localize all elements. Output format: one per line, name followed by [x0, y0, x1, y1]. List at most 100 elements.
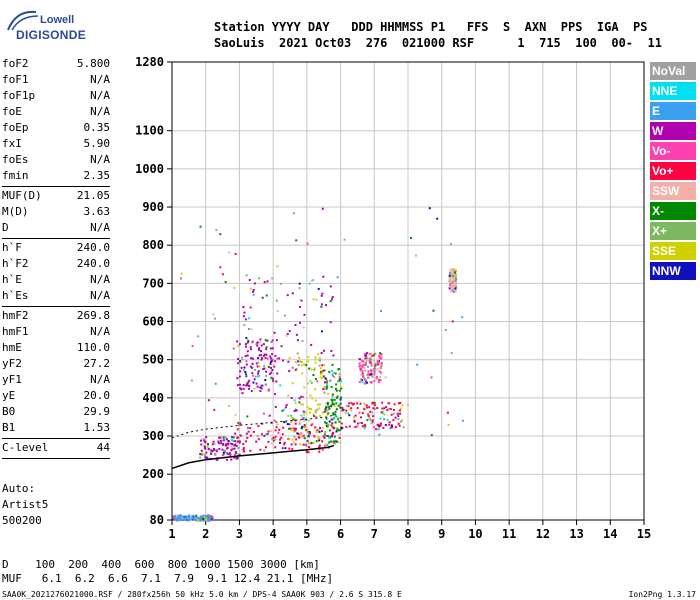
- echo-point: [249, 427, 252, 430]
- echo-point: [234, 440, 237, 443]
- echo-point: [233, 453, 236, 456]
- echo-point: [379, 366, 382, 369]
- echo-point: [295, 438, 298, 441]
- echo-point: [222, 454, 225, 457]
- echo-point: [249, 287, 252, 290]
- echo-point: [338, 436, 341, 439]
- echo-point: [253, 368, 256, 371]
- y-tick-label: 900: [142, 200, 164, 214]
- echo-point: [379, 357, 382, 360]
- echo-point: [270, 341, 273, 344]
- echo-point: [241, 356, 244, 359]
- echo-point: [378, 370, 381, 373]
- echo-point: [375, 428, 378, 431]
- echo-point: [259, 390, 262, 393]
- param-name: h`F2: [2, 257, 29, 270]
- echo-point: [386, 418, 389, 421]
- echo-point: [313, 435, 316, 438]
- echo-point: [286, 332, 289, 335]
- echo-point: [275, 380, 278, 383]
- echo-point: [291, 416, 294, 419]
- param-value: 240.0: [76, 241, 110, 254]
- echo-point: [383, 413, 386, 416]
- y-tick-label: 600: [142, 315, 164, 329]
- echo-point: [324, 430, 327, 433]
- echo-point: [208, 519, 211, 522]
- echo-point: [451, 283, 454, 286]
- param-name: foF2: [2, 57, 29, 70]
- echo-point: [225, 452, 228, 455]
- echo-point: [325, 385, 328, 388]
- param-value: 1.53: [83, 421, 111, 434]
- echo-point: [318, 445, 321, 448]
- echo-point: [239, 423, 242, 426]
- echo-point: [361, 370, 364, 373]
- param-name: B0: [2, 405, 16, 418]
- echo-point: [393, 403, 396, 406]
- echo-point: [258, 354, 261, 357]
- echo-point: [324, 381, 327, 384]
- echo-point: [372, 369, 375, 372]
- echo-point: [299, 305, 302, 308]
- echo-point: [281, 447, 284, 450]
- echo-point: [290, 428, 293, 431]
- echo-point: [286, 294, 289, 297]
- echo-point: [210, 515, 213, 518]
- echo-point: [191, 517, 194, 520]
- echo-point: [306, 242, 309, 245]
- scaled-parameters-panel: foF2 5.800 foF1 N/A foF1p N/A foE N/A foEp 0.35 fx…: [2, 56, 110, 460]
- echo-point: [326, 409, 329, 412]
- echo-point: [350, 409, 353, 412]
- echo-point: [335, 396, 338, 399]
- echo-point: [317, 437, 320, 440]
- echo-point: [276, 372, 279, 375]
- echo-point: [331, 435, 334, 438]
- logo-line2: DIGISONDE: [16, 28, 87, 42]
- echo-point: [299, 433, 302, 436]
- echo-point: [291, 292, 294, 295]
- echo-point: [301, 425, 304, 428]
- param-name: hmF2: [2, 309, 29, 322]
- y-tick-label: 400: [142, 391, 164, 405]
- echo-point: [294, 368, 297, 371]
- echo-point: [299, 360, 302, 363]
- echo-point: [277, 431, 280, 434]
- echo-point: [416, 363, 419, 366]
- param-value: N/A: [90, 373, 110, 386]
- echo-point: [210, 452, 213, 455]
- echo-point: [269, 362, 272, 365]
- echo-point: [233, 444, 236, 447]
- echo-point: [260, 387, 263, 390]
- echo-point: [455, 286, 458, 289]
- echo-point: [373, 371, 376, 374]
- echo-point: [198, 519, 201, 522]
- echo-point: [272, 439, 275, 442]
- x-tick-label: 5: [303, 527, 310, 541]
- echo-point: [188, 518, 191, 521]
- echo-point: [312, 373, 315, 376]
- echo-point: [309, 394, 312, 397]
- echo-point: [322, 375, 325, 378]
- echo-point: [271, 377, 274, 380]
- echo-point: [307, 435, 310, 438]
- echo-point: [258, 374, 261, 377]
- echo-point: [311, 397, 314, 400]
- echo-point: [367, 372, 370, 375]
- virtual-height-trace: [171, 444, 335, 470]
- echo-point: [233, 286, 236, 289]
- echo-point: [359, 421, 362, 424]
- autoscaling-info: Auto: Artist5 500200: [2, 481, 48, 529]
- echo-point: [448, 278, 451, 281]
- echo-point: [256, 385, 259, 388]
- echo-point: [291, 448, 294, 451]
- echo-point: [290, 414, 293, 417]
- echo-point: [266, 280, 269, 283]
- echo-point: [310, 442, 313, 445]
- echo-point: [365, 404, 368, 407]
- echo-point: [279, 441, 282, 444]
- param-row: foEs N/A: [2, 152, 110, 168]
- echo-point: [376, 368, 379, 371]
- echo-point: [234, 432, 237, 435]
- echo-point: [321, 372, 324, 375]
- echo-point: [302, 425, 305, 428]
